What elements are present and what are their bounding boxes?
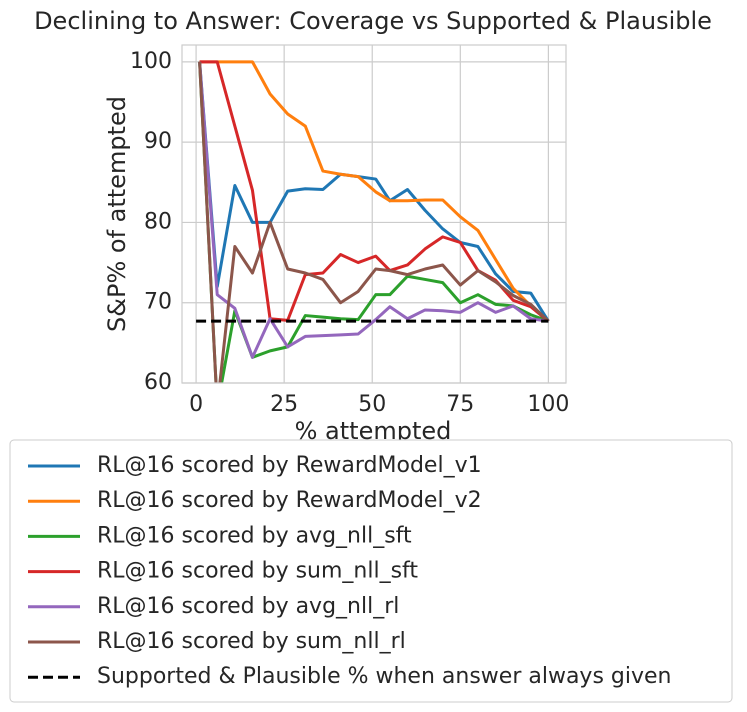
x-tick-label: 0 <box>189 392 203 417</box>
series-line <box>198 61 549 359</box>
x-tick-label: 25 <box>270 392 298 417</box>
series-line <box>198 61 549 383</box>
legend-label: RL@16 scored by sum_nll_rl <box>97 629 406 654</box>
y-tick-label: 60 <box>144 370 172 395</box>
y-axis-label: S&P% of attempted <box>103 96 131 332</box>
series-line <box>198 61 550 383</box>
y-tick-label: 80 <box>144 209 172 234</box>
plot-frame <box>181 44 567 384</box>
y-tick-label: 90 <box>144 129 172 154</box>
legend-label: RL@16 scored by avg_nll_rl <box>97 594 399 619</box>
x-tick-label: 75 <box>446 392 474 417</box>
legend-label: Supported & Plausible % when answer alwa… <box>97 664 671 689</box>
plot-background <box>182 45 566 383</box>
legend-label: RL@16 scored by RewardModel_v1 <box>97 453 482 478</box>
legend-label: RL@16 scored by RewardModel_v2 <box>97 488 482 513</box>
chart-title: Declining to Answer: Coverage vs Support… <box>34 7 712 35</box>
legend-label: RL@16 scored by avg_nll_sft <box>97 523 412 548</box>
y-tick-label: 100 <box>130 49 172 74</box>
x-tick-label: 100 <box>527 392 569 417</box>
y-tick-label: 70 <box>144 290 172 315</box>
legend-label: RL@16 scored by sum_nll_sft <box>97 559 418 584</box>
series-line <box>199 60 550 323</box>
x-tick-label: 50 <box>358 392 386 417</box>
legend <box>9 439 733 703</box>
